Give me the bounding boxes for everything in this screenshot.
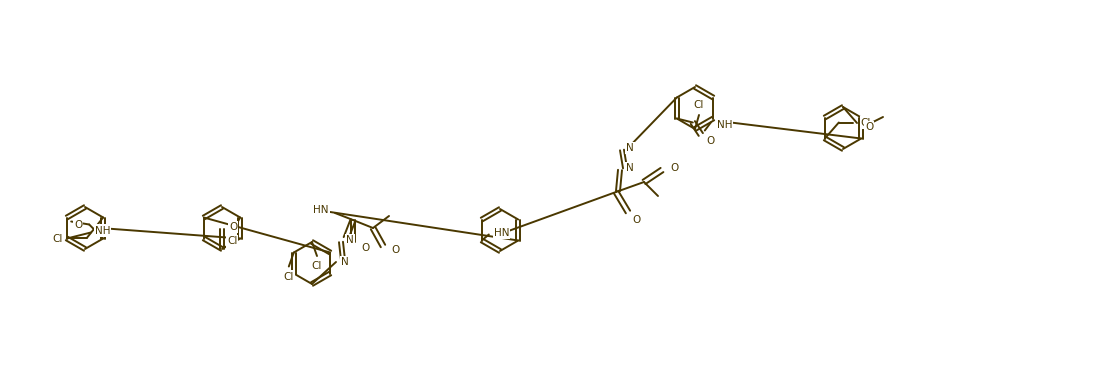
Text: HN: HN bbox=[494, 227, 509, 238]
Text: O: O bbox=[361, 243, 370, 253]
Text: HN: HN bbox=[314, 205, 329, 215]
Text: O: O bbox=[670, 163, 678, 173]
Text: Cl: Cl bbox=[284, 271, 294, 282]
Text: O: O bbox=[632, 215, 641, 225]
Text: NH: NH bbox=[94, 226, 111, 235]
Text: O: O bbox=[706, 135, 715, 146]
Text: NH: NH bbox=[716, 120, 733, 129]
Text: O: O bbox=[229, 222, 237, 232]
Text: N: N bbox=[626, 163, 634, 173]
Text: O: O bbox=[866, 122, 873, 132]
Text: Cl: Cl bbox=[53, 233, 64, 244]
Text: O: O bbox=[391, 245, 399, 255]
Text: Cl: Cl bbox=[227, 237, 237, 247]
Text: N: N bbox=[626, 143, 634, 153]
Text: N: N bbox=[341, 257, 349, 267]
Text: Cl: Cl bbox=[312, 261, 323, 271]
Text: Cl: Cl bbox=[861, 117, 871, 127]
Text: O: O bbox=[73, 220, 82, 229]
Text: Cl: Cl bbox=[693, 100, 704, 110]
Text: N: N bbox=[346, 235, 353, 245]
